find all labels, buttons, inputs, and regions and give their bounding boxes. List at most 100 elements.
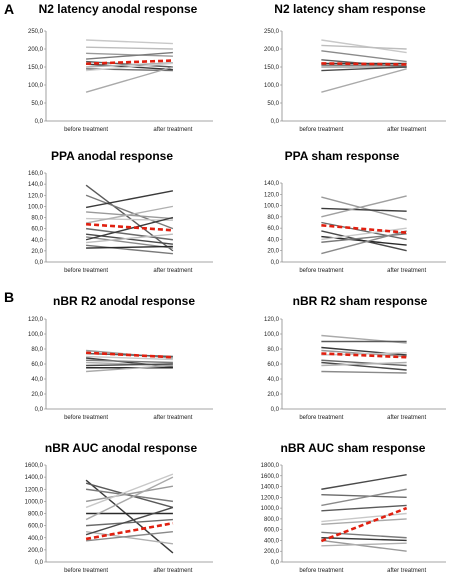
chart-title: PPA anodal response [51,149,173,163]
mean-series-line [86,351,173,359]
series-line [86,46,173,50]
chart-title: nBR R2 sham response [293,294,428,308]
y-tick-label: 50,0 [31,101,43,107]
series-line [321,539,407,552]
x-category-label: before treatment [299,415,343,421]
series-line [86,62,173,72]
series-line [321,352,407,356]
chart-7: nBR AUC anodal response 0,0 200,0 400,0 600,… [25,441,213,572]
y-tick-label: 400,0 [28,536,44,542]
series-line [85,190,174,209]
series-line [321,44,407,50]
series-line [86,359,173,364]
series-line [85,479,174,554]
y-tick-label: 100,0 [264,332,280,338]
series-line [85,476,174,521]
series-line [321,488,407,507]
y-tick-label: 160,0 [28,171,44,177]
y-tick-label: 800,0 [264,517,280,523]
series-line [85,216,174,241]
series-line [85,473,174,509]
series-line [321,542,407,547]
series-line [85,227,174,241]
series-line [86,233,173,244]
chart-2: N2 latency sham response 0,0 50,0 100,0 150,… [264,2,446,133]
x-category-label: after treatment [153,268,192,274]
series-line [321,221,407,241]
y-tick-label: 40,0 [31,377,43,383]
y-tick-label: 60,0 [267,226,279,232]
x-category-label: after treatment [153,127,192,133]
series-line [321,474,407,490]
y-tick-label: 0,0 [35,560,44,566]
chart-title: nBR AUC anodal response [45,441,198,455]
series-line [86,61,173,68]
y-tick-label: 600,0 [264,528,280,534]
y-tick-label: 1200,0 [261,495,280,501]
x-category-label: after treatment [153,415,192,421]
x-category-label: before treatment [64,127,108,133]
y-tick-label: 1800,0 [261,463,280,469]
series-line [86,355,173,361]
y-tick-label: 100,0 [28,332,44,338]
y-tick-label: 250,0 [264,29,280,35]
y-tick-label: 200,0 [28,548,44,554]
series-line [321,361,407,371]
y-tick-label: 50,0 [267,101,279,107]
chart-5: nBR R2 anodal response 0,0 20,0 40,0 60,0 80,… [28,294,213,421]
y-tick-label: 60,0 [31,227,43,233]
y-tick-label: 0,0 [271,119,280,125]
series-line [85,530,174,545]
y-tick-label: 120,0 [264,317,280,323]
series-line [321,370,407,374]
mean-series-line [85,222,174,232]
y-tick-label: 80,0 [31,347,43,353]
series-line [321,66,407,72]
series-line [321,196,407,221]
mean-series-line [86,59,173,66]
y-tick-label: 0,0 [35,407,44,413]
y-tick-label: 140,0 [264,181,280,187]
series-line [321,195,407,218]
y-tick-label: 1400,0 [261,485,280,491]
series-line [86,361,173,367]
y-tick-label: 150,0 [28,65,44,71]
y-tick-label: 1200,0 [25,487,44,493]
x-category-label: after treatment [387,127,426,133]
y-tick-label: 0,0 [271,560,280,566]
y-tick-label: 100,0 [28,204,44,210]
series-line [321,230,407,255]
series-line [85,506,174,536]
series-line [86,363,173,367]
mean-series-line [321,224,407,234]
y-tick-label: 20,0 [267,392,279,398]
y-tick-label: 80,0 [31,216,43,222]
chart-3: PPA anodal response 0,0 20,0 40,0 60,0 80,0 10… [28,149,213,274]
x-category-label: before treatment [64,568,108,572]
series-line [321,207,407,212]
series-line [86,52,173,57]
series-line [86,364,173,373]
x-category-label: before treatment [299,568,343,572]
y-tick-label: 1600,0 [25,463,44,469]
mean-series-line [320,506,408,543]
y-tick-label: 250,0 [28,29,44,35]
chart-6: nBR R2 sham response 0,0 20,0 40,0 60,0 80,0 1… [264,294,446,421]
y-tick-label: 100,0 [28,83,44,89]
x-category-label: before treatment [64,415,108,421]
mean-series-line [321,352,407,359]
x-category-label: after treatment [387,568,426,572]
series-line [321,518,407,525]
series-line [321,361,407,367]
x-category-label: before treatment [299,127,343,133]
y-tick-label: 0,0 [271,407,280,413]
series-line [85,184,174,252]
series-line [85,488,174,503]
x-category-label: after treatment [387,415,426,421]
series-line [321,68,407,93]
series-line [86,245,173,249]
y-tick-label: 1400,0 [25,475,44,481]
chart-title: nBR R2 anodal response [53,294,195,308]
series-line [321,531,407,539]
